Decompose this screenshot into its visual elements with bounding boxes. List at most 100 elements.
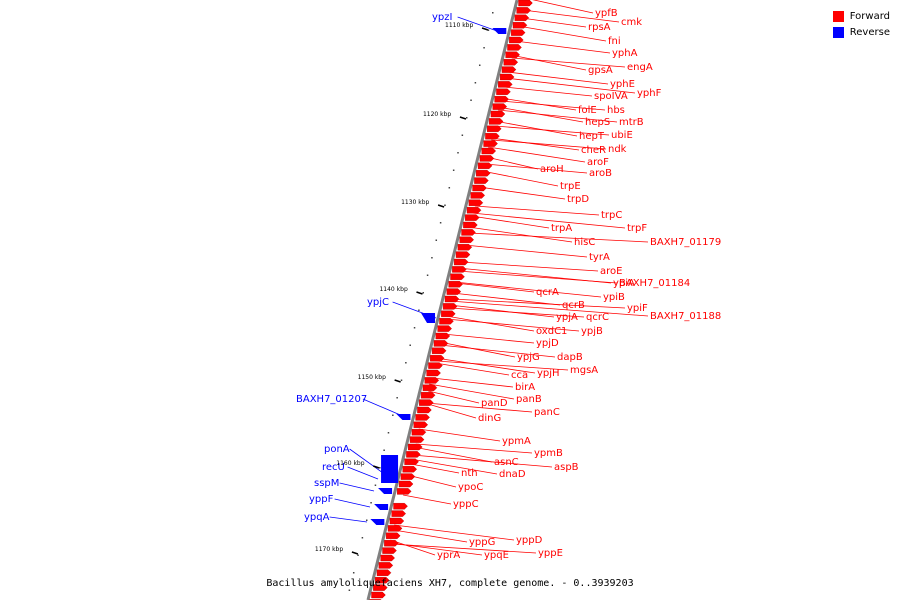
forward-gene-label: trpA bbox=[551, 223, 572, 234]
forward-label-connector bbox=[410, 463, 460, 474]
forward-gene-label: mtrB bbox=[619, 117, 644, 128]
forward-gene-label: tyrA bbox=[589, 252, 610, 263]
minor-tick bbox=[370, 502, 372, 504]
reverse-feature bbox=[381, 455, 399, 483]
forward-gene-label: cmk bbox=[621, 17, 642, 28]
forward-swatch bbox=[832, 10, 844, 22]
minor-tick bbox=[383, 449, 385, 451]
major-tick bbox=[416, 291, 423, 295]
forward-gene-label: ypmB bbox=[534, 448, 563, 459]
forward-gene-label: ypiB bbox=[603, 292, 625, 303]
minor-tick bbox=[426, 274, 429, 276]
forward-feature bbox=[459, 236, 474, 243]
forward-label-connector bbox=[435, 362, 510, 376]
forward-label-connector bbox=[491, 139, 607, 150]
forward-feature bbox=[424, 377, 440, 384]
legend-forward-label: Forward bbox=[849, 10, 890, 22]
reverse-label-connector bbox=[362, 398, 406, 418]
tick-label: 1140 kbp bbox=[379, 286, 407, 293]
forward-gene-label: oxdC1 bbox=[536, 326, 567, 337]
forward-feature bbox=[441, 310, 456, 317]
forward-label-connector bbox=[460, 261, 599, 272]
minor-tick bbox=[483, 47, 485, 49]
forward-feature bbox=[417, 406, 432, 414]
forward-label-connector bbox=[511, 57, 626, 68]
feature-track bbox=[366, 0, 533, 600]
forward-label-connector bbox=[515, 40, 611, 54]
forward-label-connector bbox=[445, 315, 535, 332]
forward-label-connector bbox=[452, 292, 561, 306]
forward-label-connector bbox=[429, 383, 515, 400]
forward-label-connector bbox=[497, 109, 618, 123]
forward-gene-label: yppC bbox=[453, 499, 479, 510]
forward-gene-label: hepS bbox=[585, 117, 610, 128]
forward-gene-label: ubiE bbox=[611, 130, 633, 141]
minor-tick bbox=[431, 257, 433, 259]
forward-feature bbox=[455, 251, 471, 258]
minor-tick bbox=[396, 397, 398, 399]
forward-feature bbox=[492, 103, 508, 110]
minor-tick bbox=[352, 572, 355, 574]
forward-feature bbox=[382, 547, 397, 554]
minor-tick bbox=[470, 99, 472, 101]
reverse-swatch bbox=[832, 26, 844, 38]
forward-label-connector bbox=[490, 137, 580, 151]
forward-feature bbox=[481, 147, 497, 155]
forward-label-connector bbox=[394, 524, 515, 541]
forward-gene-label: ypjG bbox=[517, 352, 540, 363]
genome-caption: Bacillus amyloliquefaciens XH7, complete… bbox=[266, 578, 634, 589]
forward-feature bbox=[490, 110, 506, 118]
forward-feature bbox=[413, 421, 429, 428]
forward-feature bbox=[466, 207, 482, 214]
minor-tick bbox=[465, 117, 468, 119]
forward-gene-label: aroH bbox=[540, 164, 564, 175]
forward-label-connector bbox=[500, 100, 606, 111]
forward-feature bbox=[404, 458, 419, 465]
reverse-label-connector bbox=[457, 16, 498, 32]
forward-feature bbox=[391, 510, 406, 517]
forward-label-connector bbox=[449, 300, 649, 317]
forward-gene-label: trpC bbox=[601, 210, 622, 221]
forward-label-connector bbox=[432, 377, 514, 388]
forward-gene-label: ypjH bbox=[537, 368, 560, 379]
forward-feature bbox=[518, 0, 533, 7]
forward-feature bbox=[472, 184, 487, 192]
forward-gene-label: birA bbox=[515, 382, 535, 393]
legend-reverse-label: Reverse bbox=[849, 26, 890, 38]
forward-feature bbox=[373, 584, 388, 591]
minor-tick bbox=[392, 414, 394, 416]
forward-feature bbox=[402, 466, 418, 473]
forward-feature bbox=[501, 66, 517, 73]
forward-gene-label: ypqE bbox=[484, 550, 509, 561]
forward-gene-label: yprA bbox=[437, 550, 460, 561]
minor-tick bbox=[422, 292, 424, 294]
forward-feature bbox=[371, 591, 386, 599]
reverse-feature bbox=[421, 313, 436, 323]
reverse-gene-label: sspM bbox=[314, 478, 339, 489]
forward-feature bbox=[374, 577, 390, 584]
forward-label-connector bbox=[457, 270, 618, 284]
reverse-gene-label: ypqA bbox=[304, 512, 330, 523]
major-tick bbox=[459, 116, 467, 120]
major-tick bbox=[437, 204, 445, 208]
tick-label: 1130 kbp bbox=[401, 199, 429, 206]
forward-feature bbox=[496, 88, 511, 95]
forward-gene-label: spoIVA bbox=[594, 91, 628, 102]
forward-gene-label: fni bbox=[608, 36, 621, 47]
forward-label-connector bbox=[485, 163, 588, 174]
forward-label-connector bbox=[468, 232, 649, 243]
tick-label: 1120 kbp bbox=[423, 111, 451, 118]
forward-feature bbox=[389, 517, 405, 525]
forward-feature bbox=[431, 347, 447, 354]
reverse-feature bbox=[374, 504, 389, 510]
forward-gene-label: BAXH7_01184 bbox=[619, 278, 690, 289]
forward-label-connector bbox=[424, 402, 477, 419]
forward-gene-label: BAXH7_01188 bbox=[650, 311, 721, 322]
forward-gene-label: engA bbox=[627, 62, 653, 73]
forward-label-connector bbox=[443, 333, 535, 344]
forward-gene-label: asnC bbox=[494, 457, 519, 468]
forward-gene-label: ypoC bbox=[458, 482, 483, 493]
forward-label-connector bbox=[478, 186, 566, 200]
forward-gene-label: qcrC bbox=[586, 312, 609, 323]
forward-label-connector bbox=[415, 443, 533, 454]
